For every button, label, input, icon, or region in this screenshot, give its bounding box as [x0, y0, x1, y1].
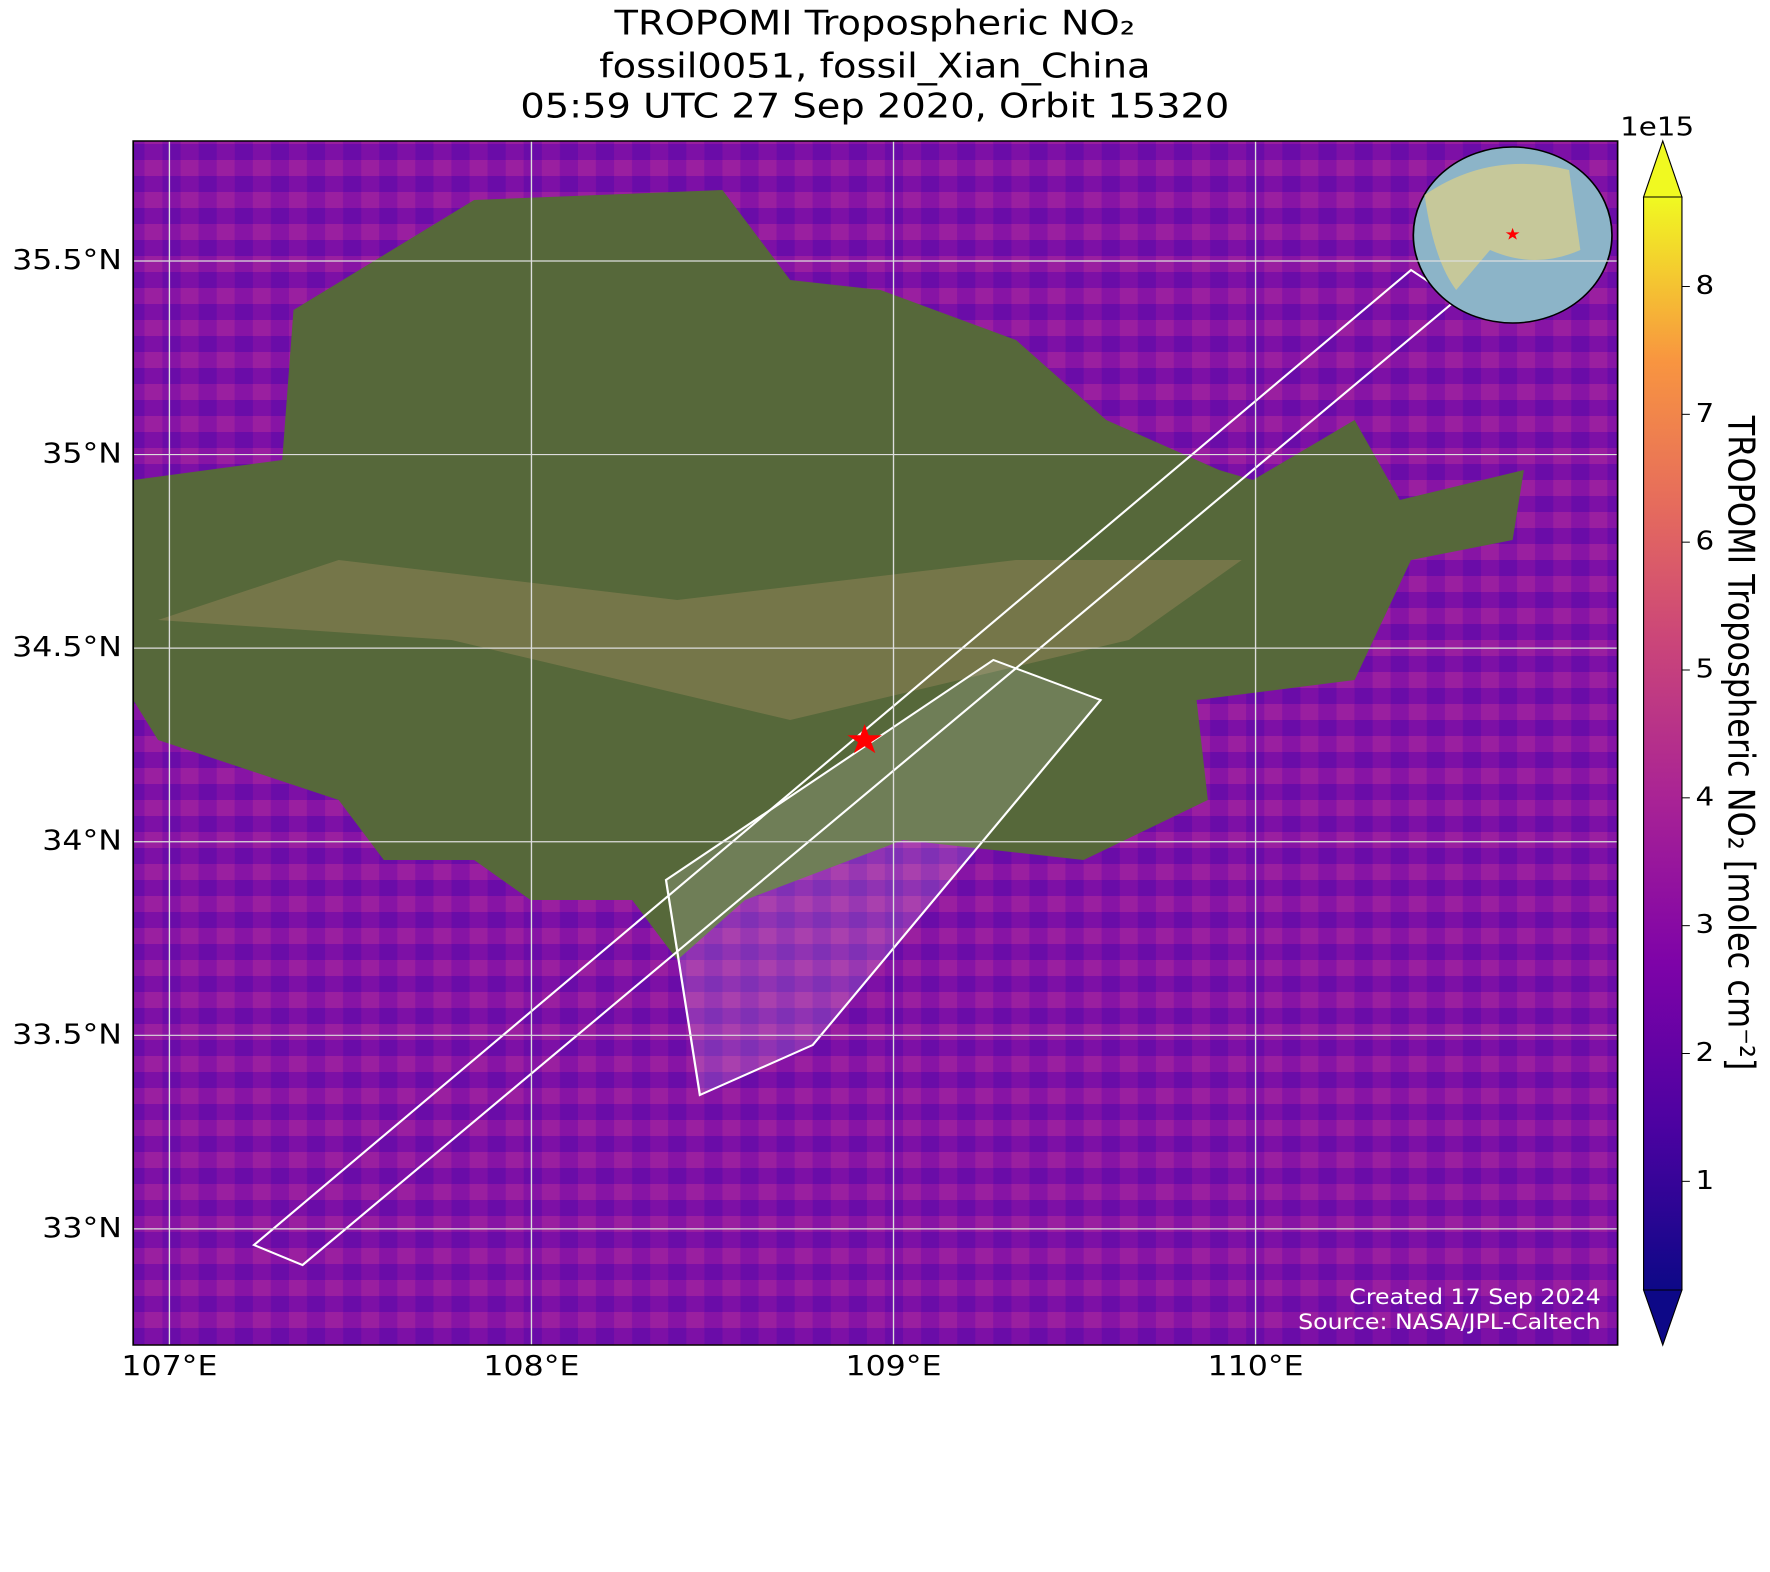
colorbar-tick-label: 4: [1695, 781, 1714, 812]
annotation: Created 17 Sep 2024: [1349, 1285, 1600, 1309]
colorbar-tick-label: 5: [1695, 653, 1714, 684]
colorbar-label: TROPOMI Tropospheric NO₂ [molec cm⁻²]: [1719, 415, 1761, 1071]
colorbar-tick-label: 6: [1695, 525, 1714, 556]
annotation: Source: NASA/JPL-Caltech: [1298, 1310, 1601, 1334]
colorbar-body: [1643, 196, 1683, 1291]
y-tick-label: 33.5°N: [12, 1018, 122, 1051]
colorbar: 1e15 TROPOMI Tropospheric NO₂ [molec cm⁻…: [1620, 111, 1761, 1347]
grid: [133, 141, 1618, 1345]
y-tick-label: 34.5°N: [12, 631, 122, 664]
colorbar-tick-label: 8: [1695, 270, 1714, 301]
satellite-imagery: [133, 190, 1524, 960]
title-line: TROPOMI Tropospheric NO₂: [613, 2, 1135, 42]
x-tick-label: 107°E: [121, 1350, 217, 1383]
map-frame: [132, 140, 1619, 1346]
title-line: 05:59 UTC 27 Sep 2020, Orbit 15320: [520, 85, 1229, 125]
title: TROPOMI Tropospheric NO₂ fossil0051, fos…: [520, 2, 1229, 125]
colorbar-tick-label: 3: [1695, 909, 1714, 940]
colorbar-extend: [1642, 1289, 1683, 1347]
x-tick-label: 108°E: [483, 1350, 579, 1383]
swath: [664, 658, 1103, 1097]
y-tick-label: 34°N: [42, 824, 122, 857]
colorbar-offset: 1e15: [1620, 111, 1694, 142]
x-tick-label: 110°E: [1208, 1350, 1304, 1383]
inset-site: ★: [1505, 226, 1521, 245]
y-tick-label: 35°N: [42, 437, 122, 470]
colorbar-tick-label: 7: [1695, 397, 1714, 428]
inset-land: [1424, 163, 1581, 290]
y-tick-label: 33°N: [42, 1212, 122, 1245]
map: ★ ★ Created 17 Sep 2024 Source: NASA/JPL…: [133, 141, 1618, 1345]
site-marker: ★: [844, 716, 884, 763]
x-tick-label: 109°E: [845, 1350, 941, 1383]
y-tick-label: 35.5°N: [12, 244, 122, 277]
title-line: fossil0051, fossil_Xian_China: [599, 45, 1150, 85]
colorbar-tick-label: 2: [1695, 1037, 1714, 1068]
colorbar-extend: [1642, 139, 1683, 198]
colorbar-tick-label: 1: [1695, 1164, 1714, 1195]
satellite-imagery: [158, 560, 1242, 720]
